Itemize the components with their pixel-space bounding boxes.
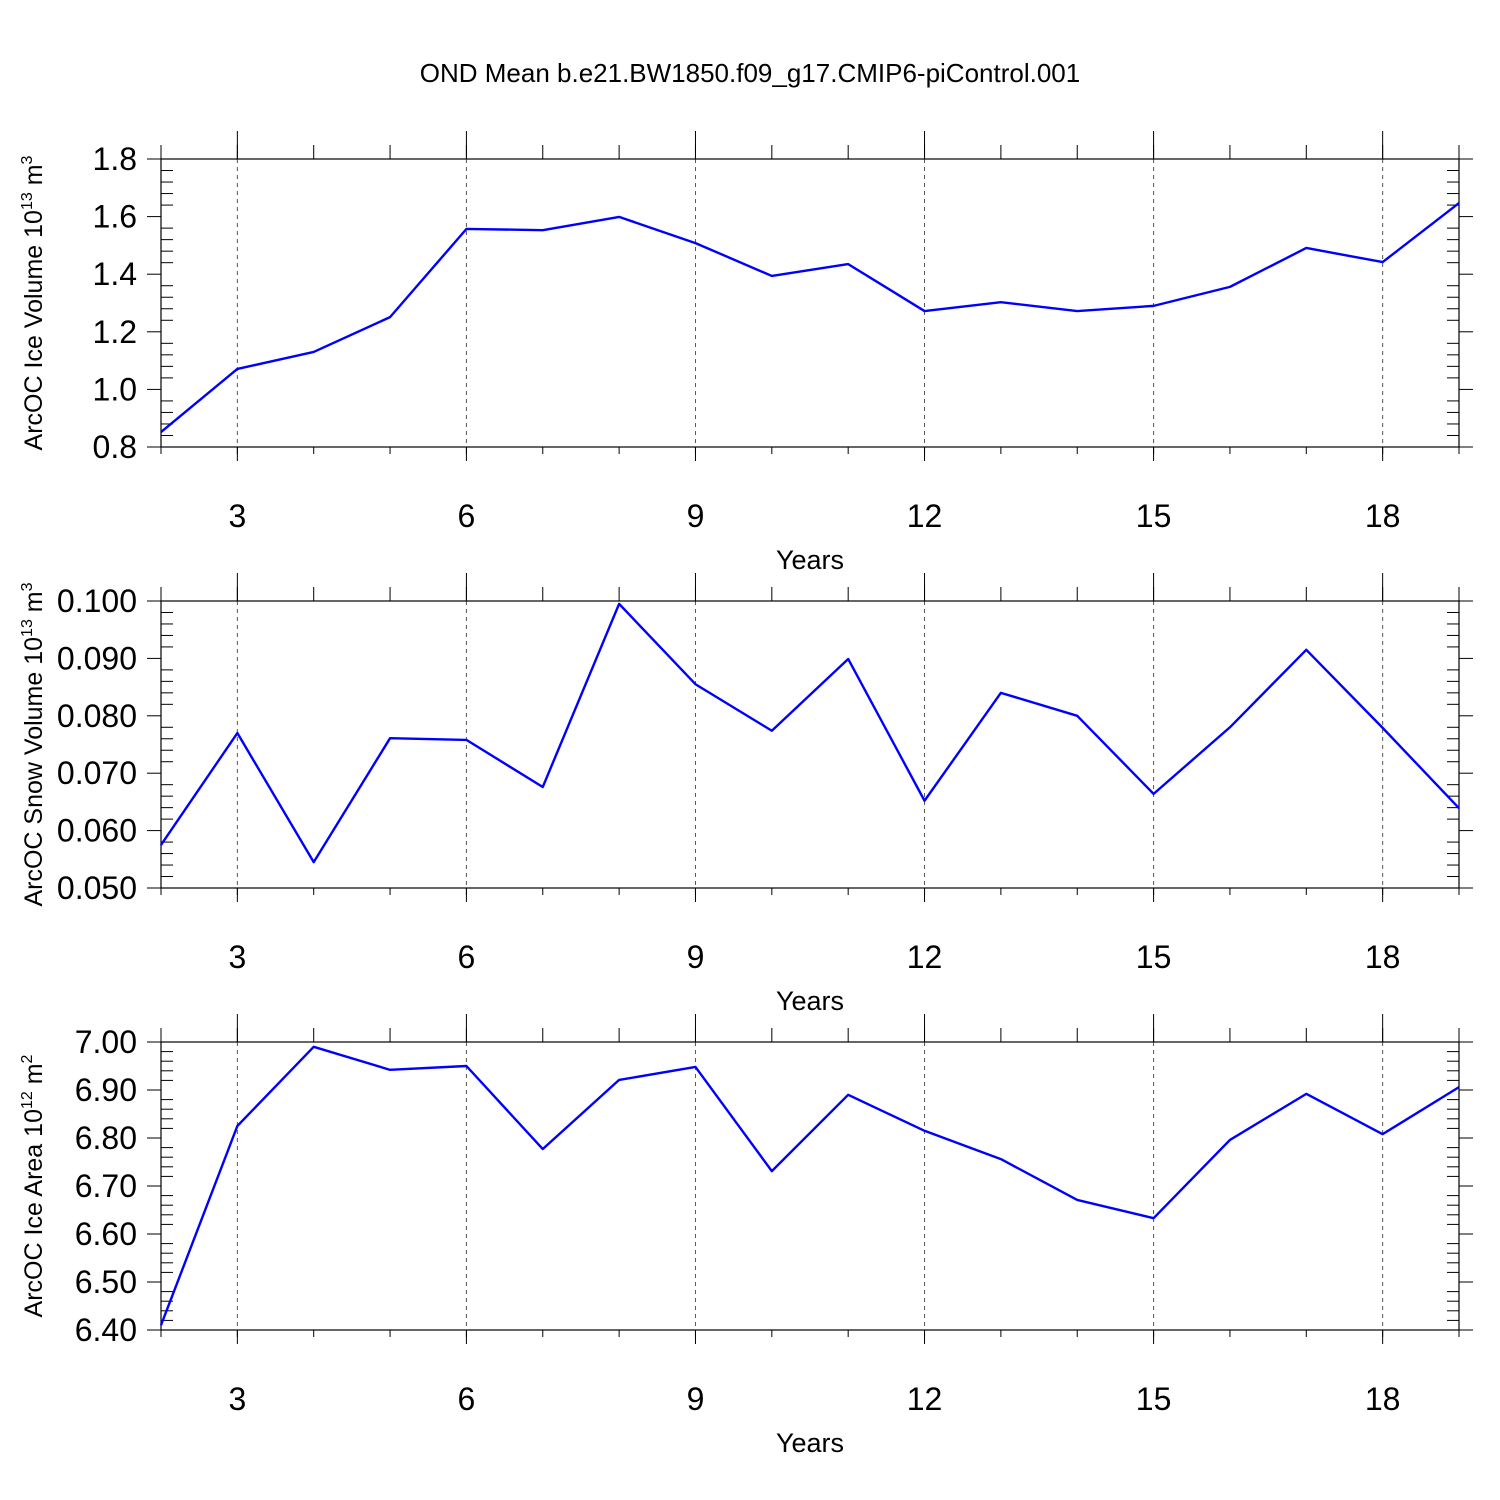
x-tick-label: 6 [458, 1381, 476, 1417]
x-tick-label: 12 [907, 1381, 943, 1417]
y-label-group: ArcOC Ice Volume 1013 m3 [19, 155, 48, 450]
y-tick-label: 1.2 [93, 314, 137, 350]
x-tick-label: 6 [458, 939, 476, 975]
y-tick-label: 0.050 [57, 870, 137, 906]
y-label-text: ArcOC Snow Volume 10 [20, 637, 48, 907]
y-axis-label: ArcOC Ice Volume 1013 m3 [19, 155, 48, 450]
y-label-superscript: 13 [19, 192, 36, 210]
plot-frame [160, 600, 1460, 889]
x-tick-label: 15 [1136, 498, 1172, 534]
y-tick-label: 6.40 [75, 1312, 137, 1348]
y-tick-label: 0.070 [57, 755, 137, 791]
plot-frame [160, 1041, 1460, 1331]
y-tick-label: 6.50 [75, 1264, 137, 1300]
y-tick-label: 6.70 [75, 1168, 137, 1204]
y-label-text: m [20, 1063, 48, 1091]
y-tick-label: 6.60 [75, 1216, 137, 1252]
panel: 3 6 9 12 15 18 0.050 0.060 0.070 0.080 0.090 0.100 Y… [19, 573, 1473, 1016]
x-tick-label: 3 [228, 939, 246, 975]
x-tick-label: 12 [907, 498, 943, 534]
y-tick-label: 1.8 [93, 141, 137, 177]
y-axis-label: ArcOC Ice Area 1012 m2 [19, 1054, 48, 1317]
y-label-superscript: 2 [19, 1054, 36, 1063]
x-tick-label: 12 [907, 939, 943, 975]
x-axis-label: Years [776, 986, 844, 1016]
y-label-group: ArcOC Ice Area 1012 m2 [19, 1054, 48, 1317]
panel: 3 6 9 12 15 18 6.40 6.50 6.60 6.70 6.80 6.90 7.00 Yea… [19, 1014, 1473, 1458]
y-tick-label: 7.00 [75, 1024, 137, 1060]
y-label-superscript: 3 [19, 582, 36, 591]
plot-frame [160, 158, 1460, 448]
x-tick-label: 3 [228, 498, 246, 534]
data-line [159, 1045, 1460, 1326]
x-tick-label: 15 [1136, 939, 1172, 975]
x-tick-label: 18 [1365, 939, 1401, 975]
y-label-text: m [20, 164, 48, 192]
y-tick-label: 6.90 [75, 1072, 137, 1108]
y-tick-label: 1.4 [93, 256, 137, 292]
x-tick-label: 3 [228, 1381, 246, 1417]
y-tick-label: 0.090 [57, 640, 137, 676]
y-tick-label: 1.6 [93, 199, 137, 235]
x-tick-label: 9 [687, 1381, 705, 1417]
x-tick-label: 18 [1365, 498, 1401, 534]
y-label-superscript: 12 [19, 1091, 36, 1109]
y-tick-label: 0.060 [57, 813, 137, 849]
y-label-group: ArcOC Snow Volume 1013 m3 [19, 582, 48, 906]
y-tick-label: 1.0 [93, 371, 137, 407]
y-tick-label: 6.80 [75, 1120, 137, 1156]
x-axis-label: Years [776, 1428, 844, 1458]
y-label-superscript: 13 [19, 619, 36, 637]
y-label-text: ArcOC Ice Volume 10 [20, 210, 48, 450]
x-tick-label: 15 [1136, 1381, 1172, 1417]
x-tick-label: 9 [687, 939, 705, 975]
x-tick-label: 6 [458, 498, 476, 534]
y-label-text: ArcOC Ice Area 10 [20, 1109, 48, 1317]
x-axis-label: Years [776, 545, 844, 575]
y-label-superscript: 3 [19, 155, 36, 164]
y-tick-label: 0.8 [93, 429, 137, 465]
y-tick-label: 0.080 [57, 698, 137, 734]
data-line [160, 202, 1460, 433]
data-line [160, 602, 1460, 864]
y-axis-label: ArcOC Snow Volume 1013 m3 [19, 582, 48, 906]
panel: 3 6 9 12 15 18 0.8 1.0 1.2 1.4 1.6 1.8 Years ArcOC Ic… [19, 131, 1473, 575]
y-tick-label: 0.100 [57, 583, 137, 619]
chart-title: OND Mean b.e21.BW1850.f09_g17.CMIP6-piCo… [420, 58, 1080, 88]
y-label-text: m [20, 591, 48, 619]
x-tick-label: 18 [1365, 1381, 1401, 1417]
x-tick-label: 9 [687, 498, 705, 534]
